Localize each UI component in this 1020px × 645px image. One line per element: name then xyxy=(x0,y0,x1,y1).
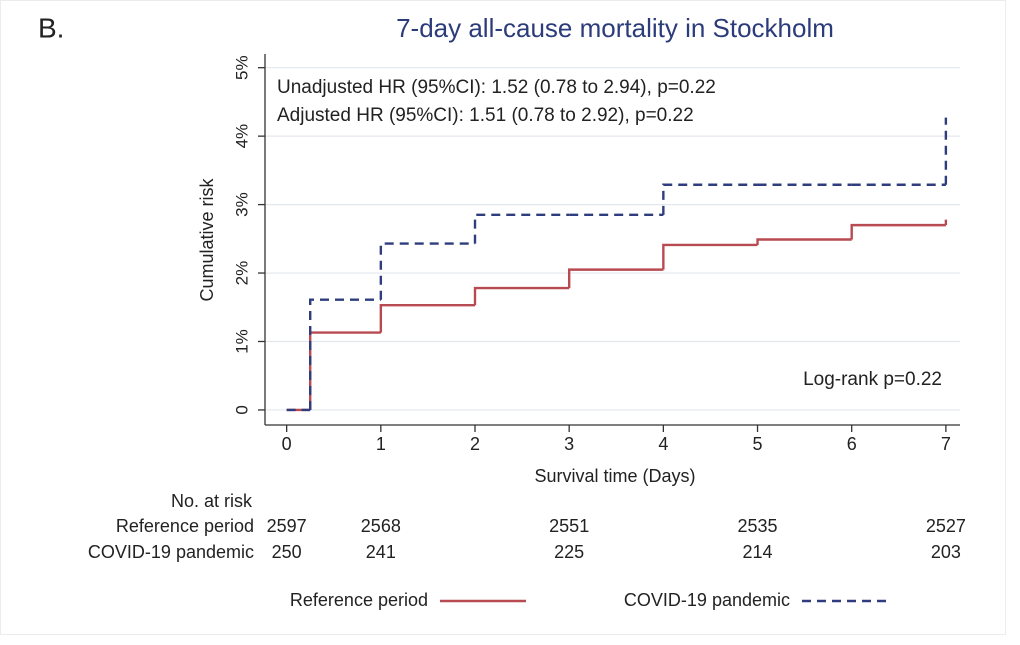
x-tick-label: 7 xyxy=(941,434,951,454)
y-tick-label: 5% xyxy=(232,55,251,80)
risk-value: 203 xyxy=(931,542,961,562)
x-tick-label: 1 xyxy=(376,434,386,454)
risk-value: 241 xyxy=(366,542,396,562)
risk-value: 2551 xyxy=(549,516,589,536)
risk-value: 214 xyxy=(743,542,773,562)
risk-value: 225 xyxy=(554,542,584,562)
step-segment xyxy=(850,223,946,240)
legend-label: Reference period xyxy=(290,590,428,610)
risk-value: 2527 xyxy=(926,516,966,536)
step-segment xyxy=(567,268,664,289)
y-tick-label: 4% xyxy=(232,124,251,149)
risk-header: No. at risk xyxy=(171,491,253,511)
chart-title: 7-day all-cause mortality in Stockholm xyxy=(396,13,834,43)
panel-label: B. xyxy=(38,12,64,43)
step-segment xyxy=(662,243,758,270)
x-axis-label: Survival time (Days) xyxy=(534,466,695,486)
risk-value: 2568 xyxy=(361,516,401,536)
x-tick-label: 0 xyxy=(282,434,292,454)
step-segment xyxy=(662,183,758,215)
y-axis-label: Cumulative risk xyxy=(197,177,217,301)
risk-value: 250 xyxy=(272,542,302,562)
annotation: Adjusted HR (95%CI): 1.51 (0.78 to 2.92)… xyxy=(277,105,694,126)
annotation: Unadjusted HR (95%CI): 1.52 (0.78 to 2.9… xyxy=(277,77,716,98)
y-tick-label: 1% xyxy=(232,329,251,354)
step-segment xyxy=(473,213,570,244)
step-segment xyxy=(309,298,381,410)
risk-value: 2597 xyxy=(267,516,307,536)
risk-value: 2535 xyxy=(738,516,778,536)
x-tick-label: 3 xyxy=(564,434,574,454)
y-tick-label: 3% xyxy=(232,192,251,217)
step-segment xyxy=(379,242,476,300)
x-tick-label: 5 xyxy=(753,434,763,454)
frame xyxy=(0,0,1006,635)
risk-row-name: COVID-19 pandemic xyxy=(88,542,254,562)
step-segment xyxy=(756,238,852,245)
step-segment xyxy=(379,304,476,333)
x-tick-label: 2 xyxy=(470,434,480,454)
step-segment xyxy=(473,286,570,306)
x-tick-label: 4 xyxy=(658,434,668,454)
risk-row-name: Reference period xyxy=(116,516,254,536)
legend-label: COVID-19 pandemic xyxy=(624,590,790,610)
y-tick-label: 2% xyxy=(232,261,251,286)
y-tick-label: 0 xyxy=(232,405,251,414)
logrank-label: Log-rank p=0.22 xyxy=(803,369,942,390)
x-tick-label: 6 xyxy=(847,434,857,454)
